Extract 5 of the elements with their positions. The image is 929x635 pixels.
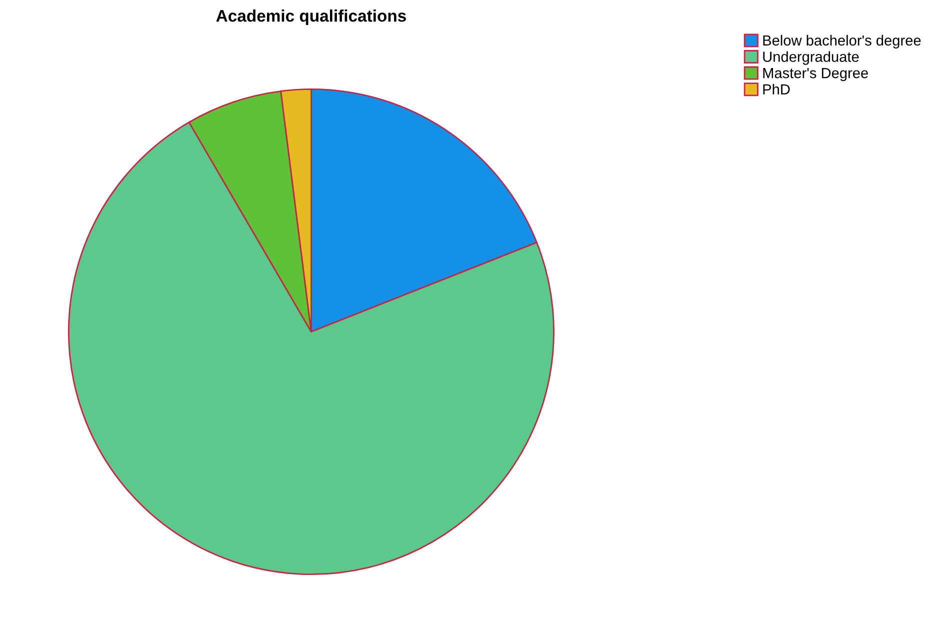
chart-title: Academic qualifications	[216, 10, 406, 26]
legend-label: Undergraduate	[763, 51, 859, 65]
legend-label: Below bachelor's degree	[763, 34, 921, 49]
legend-label: Master's Degree	[763, 68, 868, 82]
legend-label: PhD	[763, 84, 790, 94]
